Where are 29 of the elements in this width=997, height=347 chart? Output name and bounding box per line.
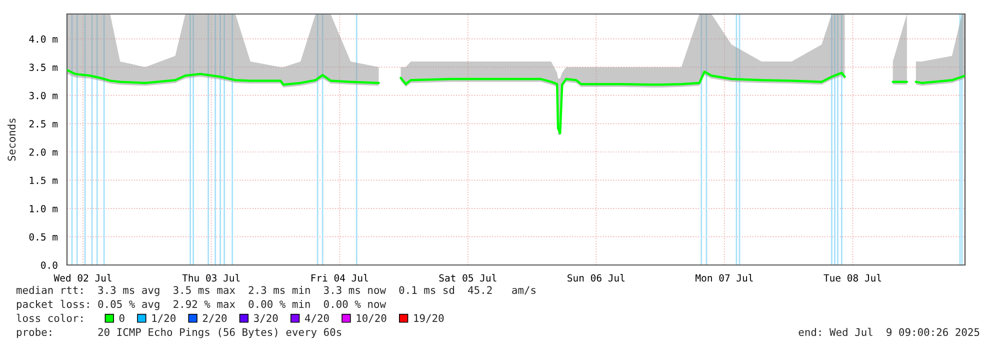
- y-tick-label: 0.0: [41, 262, 58, 269]
- text: packet loss: 0.05 % avg 2.92 % max 0.00 % min 0.00 % now: [16, 300, 386, 310]
- y-tick-label: 1.0 m: [30, 204, 58, 212]
- x-tick-label: Sun 06 Jul: [568, 274, 624, 282]
- y-tick-label: 1.5 m: [30, 176, 58, 184]
- x-tick-label: Fri 04 Jul: [311, 274, 368, 282]
- y-axis-title: Seconds: [8, 118, 16, 161]
- y-tick-label: 2.0 m: [29, 148, 58, 156]
- legend-label: 19/20: [414, 314, 444, 323]
- y-tick-label: 2.5 m: [29, 120, 58, 128]
- legend-label: 10/20: [356, 314, 386, 323]
- x-tick-label: Thu 03 Jul: [182, 274, 240, 282]
- y-tick-label: 4.0 m: [29, 35, 58, 43]
- legend-label: 0: [119, 314, 124, 322]
- x-tick-label: Mon 07 Jul: [696, 274, 753, 282]
- text: median rtt: 3.3 ms avg 3.5 ms max 2.3 ms min 3.3 ms now 0.1 ms sd 45.2 am/s: [16, 286, 536, 296]
- y-tick-label: 0.5 m: [29, 233, 58, 241]
- text: loss color:: [16, 314, 82, 322]
- legend-label: 2/20: [202, 314, 227, 323]
- x-tick-label: Wed 02 Jul: [54, 274, 112, 282]
- legend-label: 4/20: [304, 314, 329, 323]
- y-tick-label: 3.0 m: [29, 92, 58, 100]
- text: probe: 20 ICMP Echo Pings (56 Bytes) every 60s: [16, 328, 342, 338]
- legend-label: 3/20: [254, 314, 278, 323]
- x-tick-label: Sat 05 Jul: [439, 274, 496, 282]
- x-tick-label: Tue 08 Jul: [824, 274, 882, 282]
- legend-label: 1/20: [152, 314, 176, 323]
- y-tick-label: 3.5 m: [29, 64, 58, 71]
- text: end: Wed Jul 9 09:00:26 2025: [798, 328, 980, 336]
